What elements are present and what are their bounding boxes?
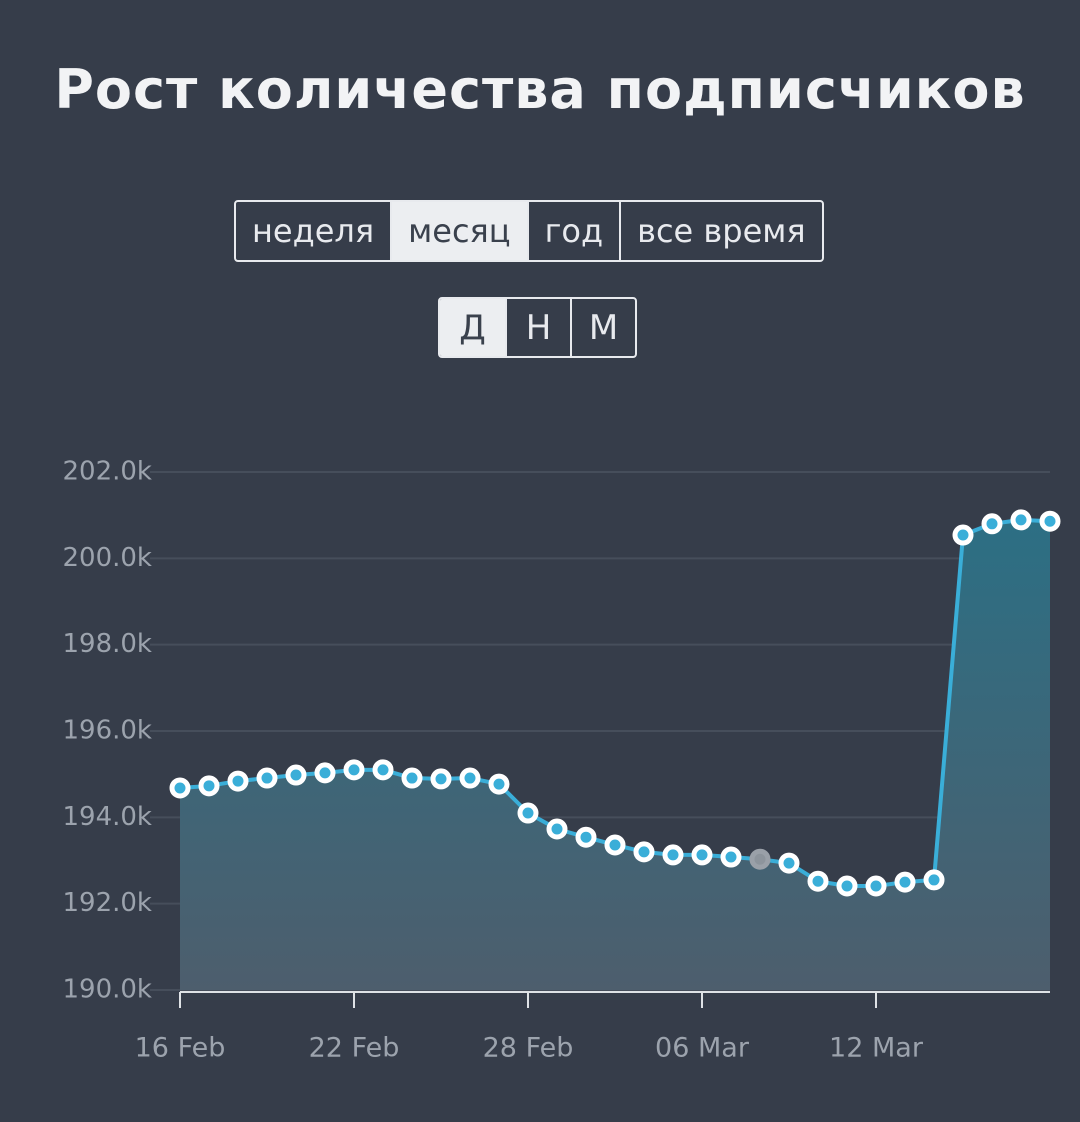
y-tick-label: 198.0k — [63, 629, 153, 659]
data-point — [604, 834, 626, 856]
data-point — [662, 844, 684, 866]
data-point — [459, 767, 481, 789]
data-point — [343, 759, 365, 781]
data-point — [894, 871, 916, 893]
period-button[interactable]: год — [526, 202, 620, 260]
data-point — [1010, 509, 1032, 531]
data-point — [923, 869, 945, 891]
data-point — [749, 848, 771, 870]
data-point — [691, 844, 713, 866]
data-point — [169, 777, 191, 799]
data-point — [256, 767, 278, 789]
data-point — [372, 759, 394, 781]
y-tick-label: 196.0k — [63, 716, 153, 746]
y-tick-label: 194.0k — [63, 802, 153, 832]
x-tick-label: 16 Feb — [135, 1033, 226, 1064]
y-tick-label: 190.0k — [63, 975, 153, 1005]
data-point — [633, 841, 655, 863]
data-point — [865, 875, 887, 897]
x-tick-label: 06 Mar — [655, 1033, 750, 1064]
granularity-button[interactable]: Н — [505, 299, 570, 356]
x-tick-label: 28 Feb — [483, 1033, 574, 1064]
granularity-button[interactable]: М — [570, 299, 635, 356]
granularity-button[interactable]: Д — [440, 299, 505, 356]
y-tick-label: 202.0k — [63, 457, 153, 487]
data-point — [836, 875, 858, 897]
data-point — [227, 770, 249, 792]
data-point — [778, 852, 800, 874]
data-point — [285, 764, 307, 786]
data-point — [488, 773, 510, 795]
data-point — [575, 826, 597, 848]
y-tick-label: 200.0k — [63, 543, 153, 573]
data-point — [314, 762, 336, 784]
data-point — [517, 802, 539, 824]
x-tick-label: 22 Feb — [309, 1033, 400, 1064]
x-tick-label: 12 Mar — [829, 1033, 924, 1064]
period-button[interactable]: месяц — [390, 202, 527, 260]
data-point — [430, 768, 452, 790]
period-switch: неделя месяц год все время — [234, 200, 824, 262]
data-point — [198, 775, 220, 797]
data-point — [546, 818, 568, 840]
period-button[interactable]: неделя — [252, 212, 375, 250]
data-point — [952, 524, 974, 546]
data-point — [981, 513, 1003, 535]
page-title: Рост количества подписчиков — [54, 58, 1026, 121]
area — [180, 519, 1050, 990]
period-button[interactable]: все время — [619, 202, 822, 260]
y-tick-label: 192.0k — [63, 888, 153, 918]
data-point — [401, 767, 423, 789]
data-point — [1039, 510, 1061, 532]
data-point — [720, 846, 742, 868]
data-point — [807, 870, 829, 892]
